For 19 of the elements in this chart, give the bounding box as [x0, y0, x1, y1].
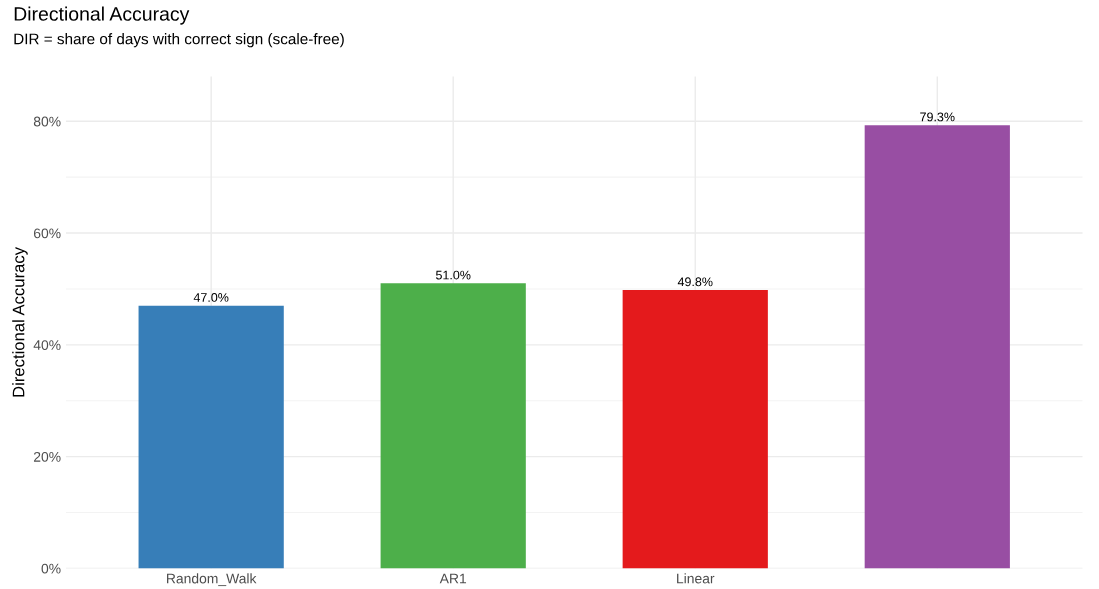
y-tick-label: 0%: [41, 563, 61, 574]
data-label: 47.0%: [193, 293, 229, 302]
bar: [138, 305, 284, 569]
data-label: 49.8%: [677, 277, 713, 287]
x-tick-label: Linear: [677, 573, 715, 584]
chart-subtitle: DIR = share of days with correct sign (scale-free): [14, 33, 344, 48]
y-tick-label: 80%: [33, 116, 61, 127]
x-tick-label: Random_Walk: [167, 573, 257, 587]
bar: [622, 290, 768, 569]
bar: [864, 125, 1010, 569]
bar: [380, 283, 526, 569]
chart-title: Directional Accuracy: [14, 6, 190, 25]
data-label: 79.3%: [920, 112, 955, 122]
data-label: 51.0%: [435, 270, 471, 280]
x-tick-label: AR1: [439, 573, 467, 584]
y-tick-label: 20%: [33, 451, 61, 462]
y-tick-label: 60%: [33, 228, 61, 239]
y-axis-title: Directional Accuracy: [12, 247, 28, 397]
y-tick-label: 40%: [33, 340, 61, 350]
